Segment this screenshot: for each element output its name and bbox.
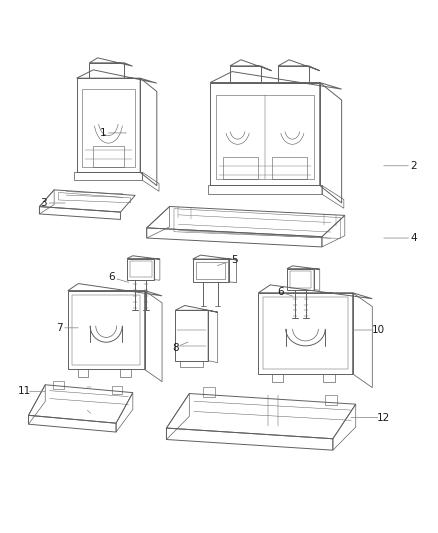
Text: 6: 6 (108, 272, 115, 282)
Text: 1: 1 (99, 128, 106, 138)
Text: 11: 11 (18, 386, 31, 397)
Text: 12: 12 (377, 413, 390, 423)
Text: 10: 10 (372, 325, 385, 335)
Text: 2: 2 (410, 161, 417, 171)
Text: 5: 5 (231, 255, 238, 265)
Text: 3: 3 (40, 198, 47, 208)
Text: 4: 4 (410, 233, 417, 243)
Text: 7: 7 (56, 323, 63, 333)
Text: 6: 6 (277, 287, 284, 297)
Text: 8: 8 (172, 343, 179, 352)
